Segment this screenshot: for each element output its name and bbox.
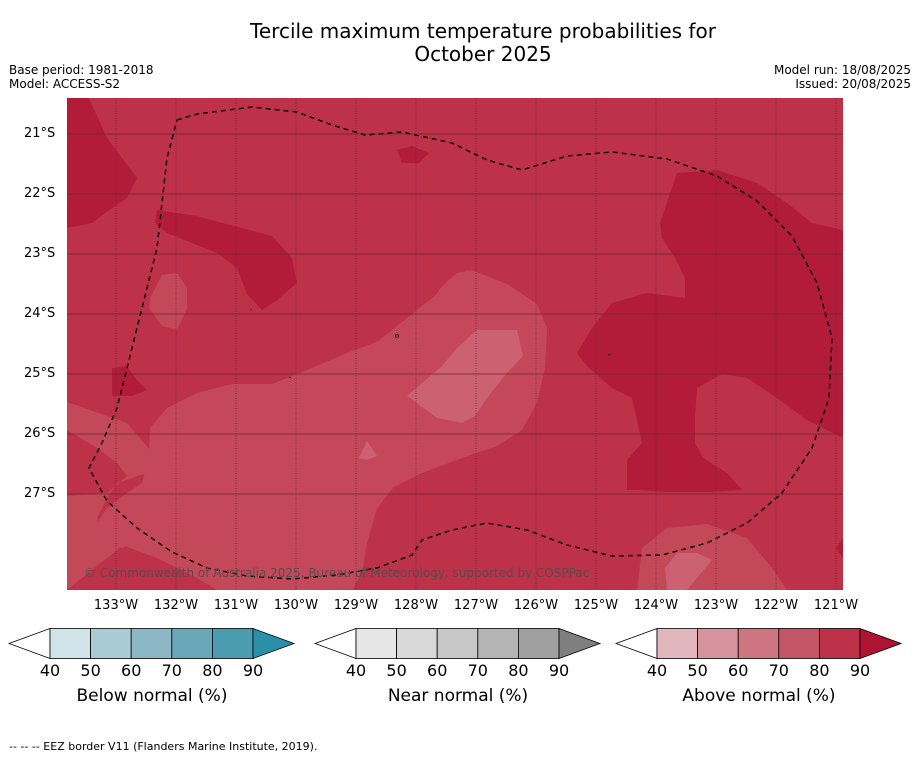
above-normal-label: Above normal (%) bbox=[682, 686, 836, 706]
lon-label-128w: 128°W bbox=[393, 598, 439, 613]
lon-label-125w: 125°W bbox=[573, 598, 619, 613]
meta-right: Model run: 18/08/2025 Issued: 20/08/2025 bbox=[774, 63, 911, 91]
above-tick-50: 50 bbox=[687, 661, 708, 680]
lat-label-23s: 23°S bbox=[24, 246, 56, 261]
below-tick-80: 80 bbox=[202, 661, 223, 680]
lon-label-124w: 124°W bbox=[633, 598, 679, 613]
colorbar-near-swatch-3 bbox=[436, 628, 479, 659]
meta-left: Base period: 1981-2018 Model: ACCESS-S2 bbox=[9, 63, 154, 91]
colorbar-above-normal bbox=[615, 628, 903, 659]
eez-footnote: -- -- -- EEZ border V11 (Flanders Marine… bbox=[9, 740, 318, 753]
colorbar-above-swatch-2 bbox=[697, 628, 739, 659]
colorbar-below-swatch-2 bbox=[90, 628, 132, 659]
contour-80-90-east bbox=[577, 170, 843, 492]
colorbar-near-normal bbox=[314, 628, 602, 659]
above-tick-60: 60 bbox=[728, 661, 749, 680]
lat-label-22s: 22°S bbox=[24, 186, 56, 201]
lon-label-122w: 122°W bbox=[753, 598, 799, 613]
map-area[interactable] bbox=[67, 98, 843, 590]
colorbar-above-max-arrow bbox=[859, 628, 903, 659]
near-tick-50: 50 bbox=[386, 661, 407, 680]
colorbar-below-min-arrow bbox=[8, 628, 51, 659]
near-tick-70: 70 bbox=[467, 661, 488, 680]
above-tick-80: 80 bbox=[809, 661, 830, 680]
contour-80-90-nw bbox=[67, 98, 137, 228]
contour-80-90-w bbox=[112, 366, 147, 396]
below-tick-40: 40 bbox=[39, 661, 61, 680]
colorbar-above-min-arrow bbox=[615, 628, 658, 659]
near-tick-40: 40 bbox=[345, 661, 367, 680]
above-tick-40: 40 bbox=[646, 661, 668, 680]
contour-80-90-se-edge bbox=[836, 538, 843, 558]
lon-label-130w: 130°W bbox=[273, 598, 319, 613]
lon-label-121w: 121°W bbox=[813, 598, 859, 613]
colorbar-near-swatch-1 bbox=[355, 628, 397, 659]
lon-label-132w: 132°W bbox=[153, 598, 199, 613]
contour-70-80-west bbox=[149, 273, 187, 330]
colorbar-below-swatch-1 bbox=[49, 628, 91, 659]
lat-label-25s: 25°S bbox=[24, 366, 56, 381]
island-marker-4 bbox=[608, 354, 610, 355]
near-tick-60: 60 bbox=[427, 661, 448, 680]
colorbar-below-swatch-5 bbox=[211, 628, 254, 659]
lon-label-127w: 127°W bbox=[453, 598, 499, 613]
contour-60-70 bbox=[407, 330, 523, 423]
island-marker-1 bbox=[395, 334, 399, 338]
lon-label-129w: 129°W bbox=[333, 598, 379, 613]
contour-80-90-wcentral bbox=[155, 210, 297, 310]
below-tick-90: 90 bbox=[242, 661, 264, 680]
lat-label-21s: 21°S bbox=[24, 126, 56, 141]
colorbar-below-swatch-3 bbox=[130, 628, 173, 659]
model-name: Model: ACCESS-S2 bbox=[9, 77, 121, 91]
contour-80-90-n bbox=[397, 146, 429, 163]
title-line-2: October 2025 bbox=[414, 42, 552, 66]
colorbar-near-swatch-4 bbox=[477, 628, 519, 659]
lon-label-131w: 131°W bbox=[213, 598, 259, 613]
map-title: Tercile maximum temperature probabilitie… bbox=[0, 20, 919, 66]
near-tick-80: 80 bbox=[508, 661, 529, 680]
below-normal-label: Below normal (%) bbox=[76, 686, 228, 706]
near-tick-90: 90 bbox=[548, 661, 570, 680]
island-marker-3 bbox=[289, 377, 291, 378]
copyright-notice: © Commonwealth of Australia 2025, Bureau… bbox=[84, 566, 590, 580]
above-tick-90: 90 bbox=[849, 661, 871, 680]
lat-label-27s: 27°S bbox=[24, 486, 56, 501]
contour-60-70-se bbox=[665, 553, 712, 590]
colorbar-below-normal bbox=[8, 628, 296, 659]
below-tick-50: 50 bbox=[80, 661, 101, 680]
contour-60-70-small bbox=[359, 441, 377, 460]
colorbar-below-swatch-4 bbox=[171, 628, 213, 659]
below-tick-70: 70 bbox=[161, 661, 182, 680]
lon-label-123w: 123°W bbox=[693, 598, 739, 613]
model-run: Model run: 18/08/2025 bbox=[773, 63, 911, 77]
base-period: Base period: 1981-2018 bbox=[9, 63, 154, 77]
colorbar-near-swatch-5 bbox=[517, 628, 560, 659]
lon-gridlines bbox=[115, 98, 837, 590]
lon-label-126w: 126°W bbox=[513, 598, 559, 613]
colorbar-above-swatch-5 bbox=[818, 628, 861, 659]
colorbar-above-swatch-3 bbox=[737, 628, 780, 659]
above-tick-70: 70 bbox=[768, 661, 789, 680]
issued-date: Issued: 20/08/2025 bbox=[795, 77, 911, 91]
near-normal-label: Near normal (%) bbox=[387, 686, 529, 706]
colorbar-near-swatch-2 bbox=[396, 628, 438, 659]
colorbar-above-swatch-1 bbox=[656, 628, 698, 659]
colorbar-near-max-arrow bbox=[558, 628, 602, 659]
lon-label-133w: 133°W bbox=[93, 598, 139, 613]
colorbar-above-swatch-4 bbox=[778, 628, 820, 659]
colorbar-near-min-arrow bbox=[314, 628, 357, 659]
eez-border bbox=[88, 106, 833, 580]
colorbar-below-max-arrow bbox=[252, 628, 296, 659]
lat-label-24s: 24°S bbox=[24, 306, 56, 321]
lat-label-26s: 26°S bbox=[24, 426, 56, 441]
island-marker-2 bbox=[250, 309, 252, 310]
probability-map-svg bbox=[67, 98, 843, 590]
below-tick-60: 60 bbox=[121, 661, 142, 680]
title-line-1: Tercile maximum temperature probabilitie… bbox=[250, 19, 716, 43]
contour-70-80-main bbox=[97, 270, 547, 578]
lat-gridlines bbox=[67, 133, 843, 495]
